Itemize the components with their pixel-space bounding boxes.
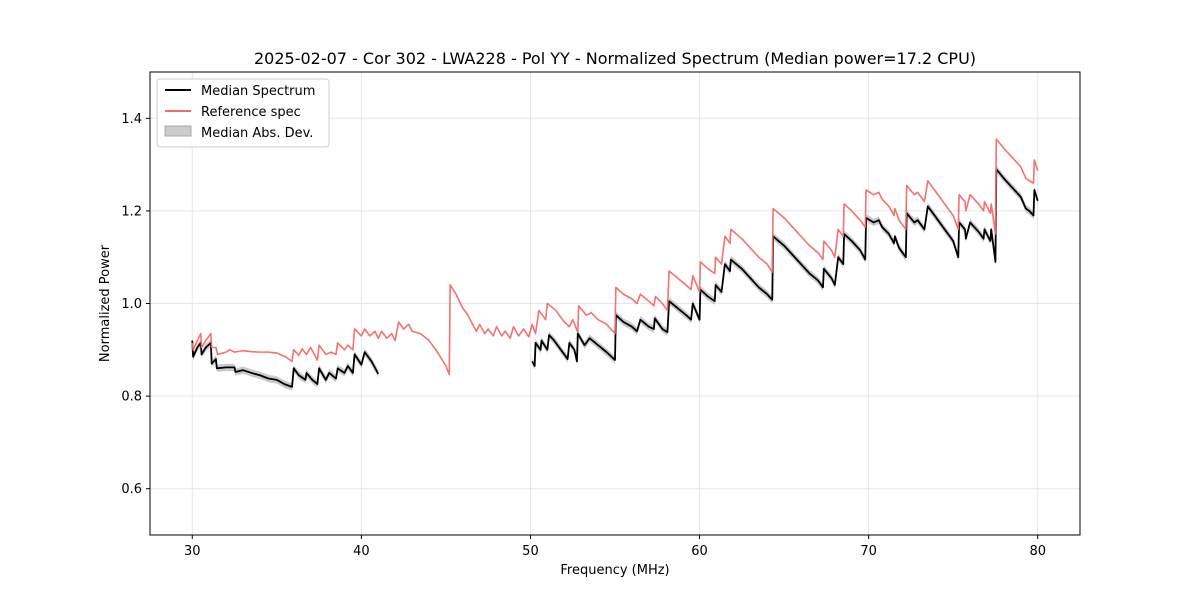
- x-axis: 30 40 50 60 70 80: [184, 535, 1046, 559]
- x-tick-label: 60: [691, 544, 708, 559]
- y-tick-label: 1.0: [121, 297, 142, 312]
- legend-box: [156, 78, 330, 148]
- x-tick-label: 40: [353, 544, 370, 559]
- y-axis: 0.6 0.8 1.0 1.2 1.4: [121, 112, 150, 497]
- legend: Median Spectrum Reference spec Median Ab…: [156, 78, 330, 148]
- y-tick-label: 0.6: [121, 482, 142, 497]
- y-tick-label: 1.4: [121, 112, 142, 127]
- chart-title: 2025-02-07 - Cor 302 - LWA228 - Pol YY -…: [254, 49, 976, 68]
- x-axis-label: Frequency (MHz): [560, 563, 669, 578]
- median-abs-dev-band: [192, 336, 379, 391]
- legend-reference-label: Reference spec: [201, 105, 301, 120]
- y-axis-label: Normalized Power: [98, 244, 113, 362]
- x-tick-label: 70: [860, 544, 877, 559]
- median-abs-dev-band: [532, 165, 1038, 370]
- y-tick-label: 0.8: [121, 390, 142, 405]
- median-spectrum-line: [191, 340, 380, 388]
- reference-spectrum-line: [191, 138, 1039, 376]
- plot-area: [191, 138, 1039, 391]
- median-spectrum-line: [531, 168, 1039, 367]
- x-tick-label: 80: [1029, 544, 1046, 559]
- x-tick-label: 50: [522, 544, 539, 559]
- legend-mad-swatch: [164, 125, 192, 137]
- x-tick-label: 30: [184, 544, 201, 559]
- legend-mad-label: Median Abs. Dev.: [201, 126, 313, 141]
- legend-median-label: Median Spectrum: [201, 84, 315, 99]
- y-tick-label: 1.2: [121, 204, 142, 219]
- grid-lines: [150, 72, 1080, 535]
